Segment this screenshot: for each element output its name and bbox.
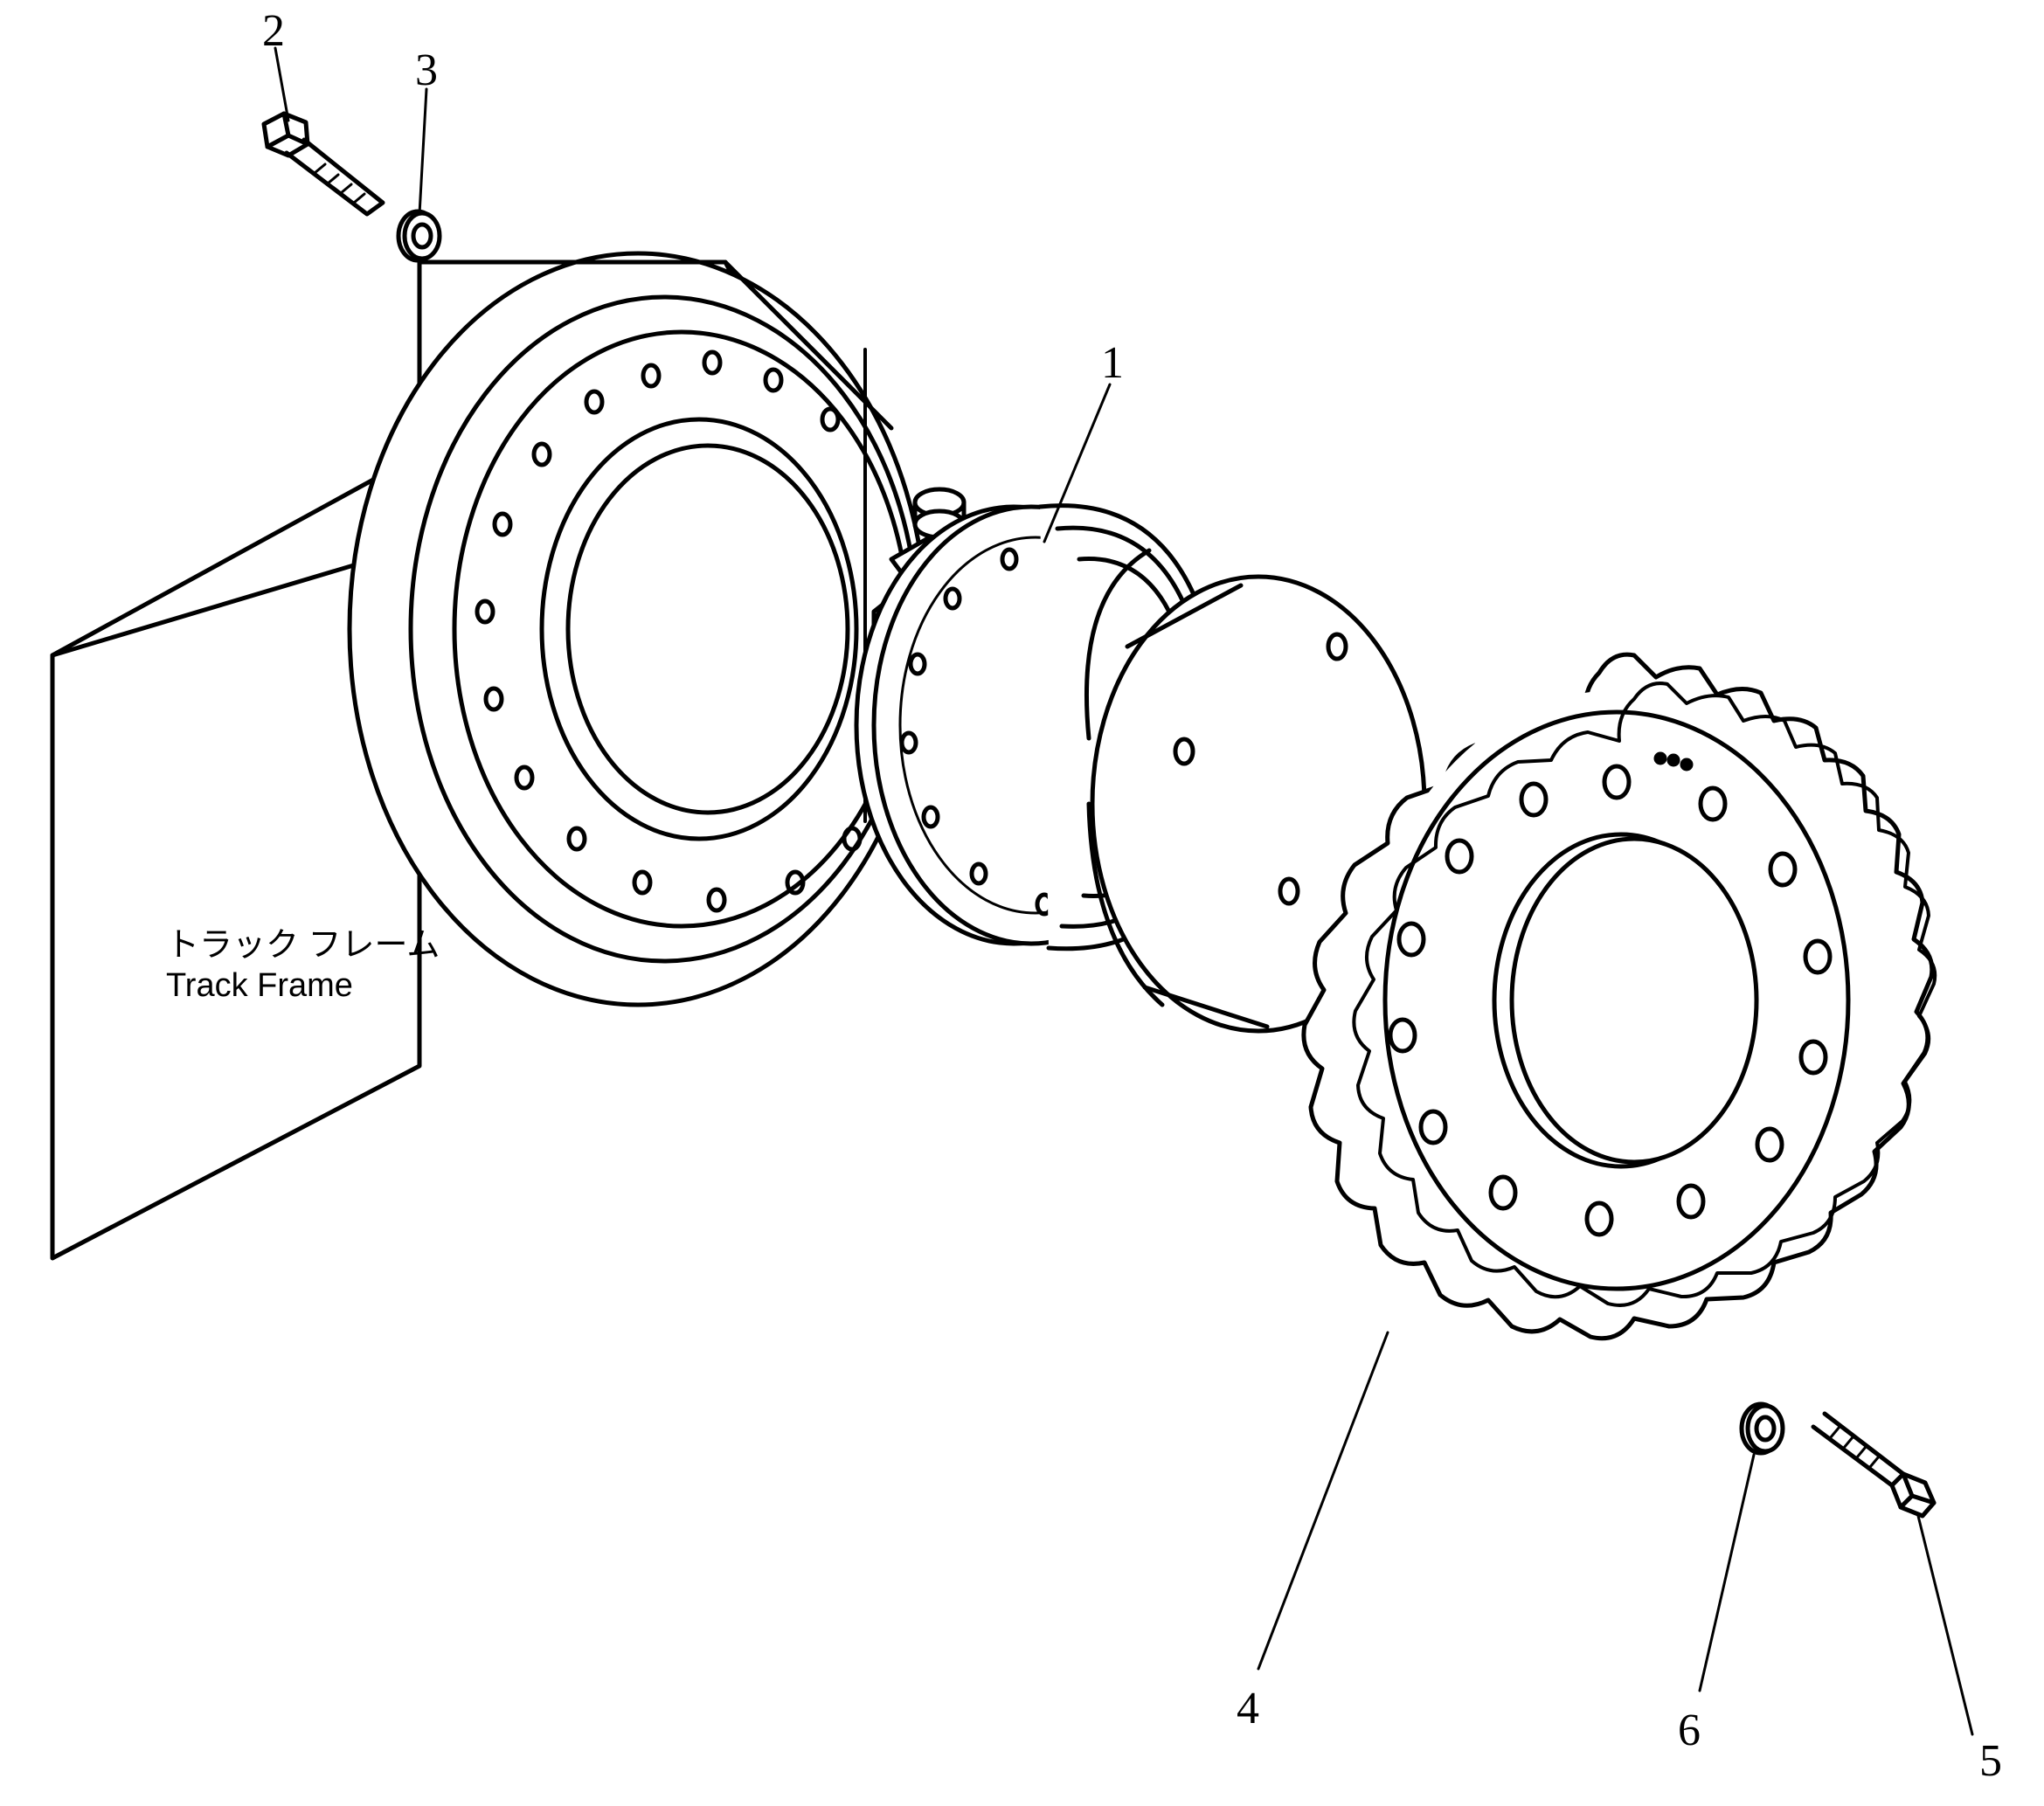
- track-frame-label-en: Track Frame: [166, 966, 440, 1007]
- washer-bottom-part: [1742, 1404, 1783, 1453]
- track-frame-label: トラック フレーム Track Frame: [166, 926, 440, 1006]
- callout-1: 1: [1101, 341, 1124, 386]
- exploded-view-drawing: [0, 0, 2044, 1806]
- washer-top-part: [398, 211, 440, 260]
- callout-3: 3: [415, 48, 438, 93]
- track-frame-label-jp: トラック フレーム: [166, 926, 440, 966]
- callout-5: 5: [1979, 1739, 2002, 1784]
- track-frame-part: [52, 253, 926, 1258]
- callout-6: 6: [1678, 1708, 1701, 1754]
- callout-2: 2: [262, 9, 285, 54]
- bolt-bottom-part: [1813, 1414, 1934, 1516]
- technical-diagram: 1 2 3 4 5 6 トラック フレーム Track Frame: [0, 0, 2044, 1806]
- callout-4: 4: [1237, 1686, 1259, 1732]
- bolt-top-part: [264, 114, 383, 214]
